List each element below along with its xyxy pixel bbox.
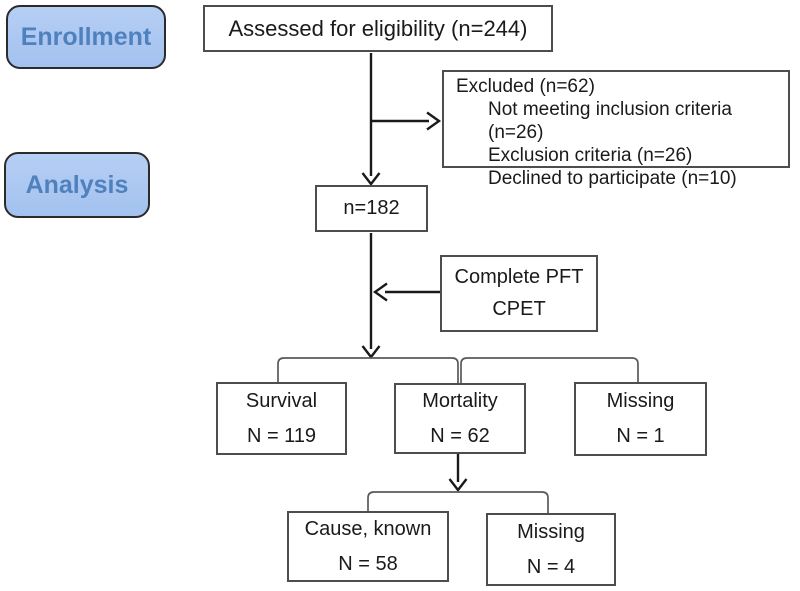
node-assessed-label: Assessed for eligibility (n=244)	[228, 15, 528, 41]
excluded-title: Excluded (n=62)	[456, 76, 595, 97]
connector-bracket-causes	[367, 491, 549, 513]
excluded-reason-item: Exclusion criteria (n=26)	[488, 145, 693, 166]
missing-outcome-label: Missing	[606, 390, 675, 412]
stage-badge-analysis-label: Analysis	[25, 170, 129, 199]
node-excluded: Excluded (n=62) Not meeting inclusion cr…	[442, 70, 790, 189]
connector-bracket-survival-mortality	[277, 357, 459, 383]
stage-badge-enrollment: Enrollment	[6, 5, 166, 69]
cause-missing-count: N = 4	[526, 555, 576, 578]
arrow-tests-to-flow	[372, 282, 440, 302]
tests-line1: Complete PFT	[454, 266, 584, 288]
stage-badge-enrollment-label: Enrollment	[20, 22, 152, 51]
connector-bracket-mortality-missing	[460, 357, 639, 383]
node-mortality: Mortality N = 62	[394, 383, 526, 454]
mortality-label: Mortality	[422, 389, 498, 412]
tests-line2: CPET	[492, 298, 546, 320]
node-survival: Survival N = 119	[216, 382, 347, 455]
node-assessed-for-eligibility: Assessed for eligibility (n=244)	[203, 5, 553, 52]
node-complete-pft-cpet: Complete PFT CPET	[440, 255, 598, 332]
arrow-assessed-to-analyzed	[361, 53, 381, 186]
node-analyzed-n182: n=182	[315, 185, 428, 232]
arrow-to-excluded	[371, 111, 442, 131]
node-missing-outcome: Missing N = 1	[574, 382, 707, 456]
survival-count: N = 119	[246, 424, 317, 447]
arrow-analyzed-down	[361, 233, 381, 359]
survival-label: Survival	[245, 389, 318, 412]
node-analyzed-label: n=182	[343, 197, 400, 219]
cause-missing-label: Missing	[517, 520, 585, 543]
cause-known-label: Cause, known	[304, 517, 432, 540]
missing-outcome-count: N = 1	[616, 425, 665, 447]
mortality-count: N = 62	[430, 424, 490, 447]
arrow-mortality-down	[448, 454, 468, 492]
stage-badge-analysis: Analysis	[4, 152, 150, 218]
node-cause-known: Cause, known N = 58	[287, 511, 449, 582]
excluded-reason-item: Declined to participate (n=10)	[488, 168, 737, 189]
excluded-reason-item: Not meeting inclusion criteria (n=26)	[488, 99, 732, 143]
node-cause-missing: Missing N = 4	[486, 513, 616, 586]
cause-known-count: N = 58	[338, 552, 398, 575]
